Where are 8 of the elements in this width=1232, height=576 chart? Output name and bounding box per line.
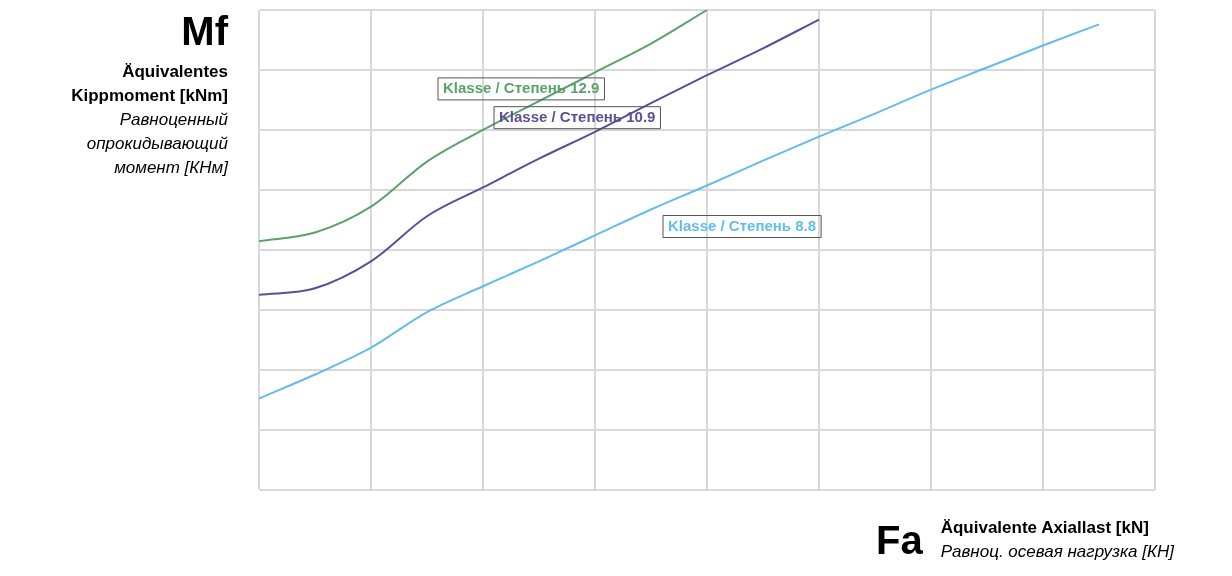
y-axis-title: Mf — [180, 8, 228, 54]
series-label: Klasse / Степень 8.8 — [668, 216, 817, 234]
text: Равноц. осевая нагрузка [КН] — [940, 541, 1174, 563]
x-axis-title: Fa — [876, 517, 923, 563]
text: Равноценный опрокидывающий момент [КНм] — [85, 109, 228, 179]
text: Äquivalente Axiallast [kN] — [940, 517, 1150, 539]
series-label: Klasse / Степень 12.9 — [443, 79, 600, 97]
text: Äquivalentes Kippmoment [kNm] — [70, 61, 228, 107]
